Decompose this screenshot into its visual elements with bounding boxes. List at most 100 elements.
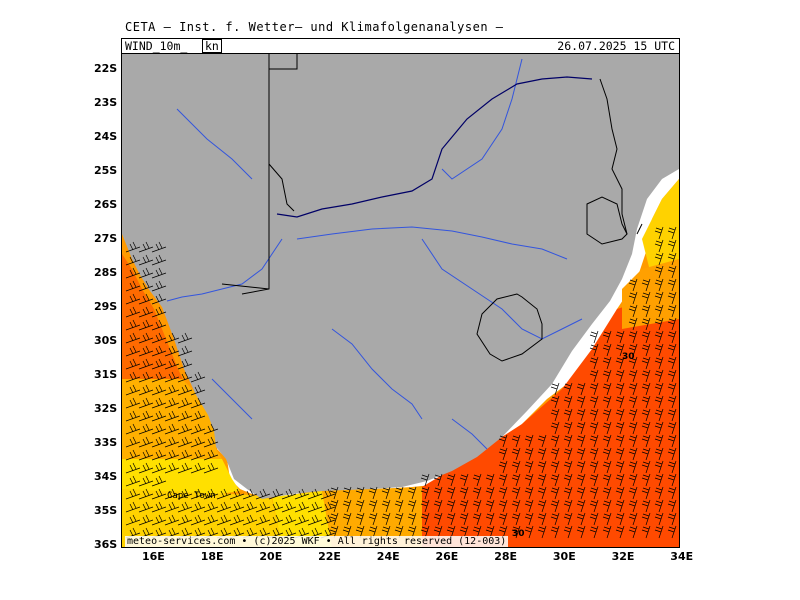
wind-barb [459,486,469,500]
wind-barb [654,330,664,344]
wind-barb [511,499,521,513]
wind-barb [125,384,141,396]
wind-barb [589,421,599,435]
wind-barb [537,460,547,474]
wind-barb [368,512,378,526]
wind-barb [589,330,599,344]
lon-tick-label: 28E [494,550,518,563]
city-label-cape-town: Cape Town [167,491,216,501]
lon-tick-label: 34E [670,550,694,563]
wind-barb [563,512,573,526]
wind-barb [615,525,625,539]
wind-barb [125,345,141,357]
wind-barb [138,384,154,396]
wind-barb [589,408,599,422]
wind-barb [138,358,154,370]
wind-barb [563,473,573,487]
wind-barb [589,356,599,370]
lon-tick-label: 18E [200,550,224,563]
wind-barb [164,332,180,344]
wind-barb [242,501,258,513]
wind-barb [615,408,625,422]
wind-barb [164,397,180,409]
wind-barb [641,434,651,448]
wind-barb [576,486,586,500]
wind-barb [255,488,271,500]
wind-barb [628,512,638,526]
wind-barb [641,408,651,422]
wind-barb [550,408,560,422]
wind-barb [628,499,638,513]
wind-barb [550,512,560,526]
wind-barb [602,525,612,539]
wind-barb [602,330,612,344]
wind-barb [615,356,625,370]
wind-barb [268,501,284,513]
wind-barb [602,447,612,461]
wind-barbs [125,226,677,539]
wind-barb [164,449,180,461]
wind-barb [615,512,625,526]
wind-barb [654,382,664,396]
wind-barb [641,447,651,461]
lat-tick-label: 34S [94,470,118,483]
wind-barb [537,473,547,487]
wind-barb [576,512,586,526]
wind-barb [459,499,469,513]
wind-barb [667,486,677,500]
wind-barb [576,382,586,396]
wind-barb [164,488,180,500]
wind-barb [654,421,664,435]
wind-barb [190,488,206,500]
lon-tick-label: 20E [259,550,283,563]
wind-barb [164,514,180,526]
lon-tick-label: 24E [376,550,400,563]
wind-barb [164,345,180,357]
wind-barb [138,319,154,331]
wind-barb [203,462,219,474]
wind-barb [628,486,638,500]
wind-barb [177,345,193,357]
wind-barb [563,460,573,474]
wind-barb [138,254,154,266]
wind-barb [125,293,141,305]
wind-barb [550,434,560,448]
wind-barb [654,356,664,370]
lat-tick-label: 35S [94,504,118,517]
wind-barb [138,241,154,253]
wind-barb [537,499,547,513]
wind-barb [151,371,167,383]
wind-barb [203,501,219,513]
wind-barb [125,462,141,474]
wind-barb [242,488,258,500]
wind-barb [628,434,638,448]
chart-title: CETA — Inst. f. Wetter— und Klimafolgena… [125,20,504,34]
wind-barb [654,434,664,448]
wind-barb [164,410,180,422]
wind-barb [151,488,167,500]
wind-barb [550,382,560,396]
wind-barb [498,486,508,500]
wind-barb [138,371,154,383]
wind-barb [667,395,677,409]
wind-barb [498,434,508,448]
wind-barb [667,278,677,292]
land-mass [122,53,679,499]
wind-barb [433,486,443,500]
wind-barb [589,447,599,461]
lat-tick-label: 27S [94,232,118,245]
wind-barb [355,499,365,513]
wind-barb [164,501,180,513]
wind-barb [177,384,193,396]
wind-barb [177,332,193,344]
wind-barb [151,293,167,305]
wind-barb [472,512,482,526]
lon-tick-label: 22E [318,550,341,563]
wind-barb [628,343,638,357]
lat-tick-label: 29S [94,300,118,313]
lon-tick-label: 16E [142,550,165,563]
wind-barb [394,512,404,526]
wind-barb [381,499,391,513]
wind-barb [524,434,534,448]
wind-barb [615,434,625,448]
